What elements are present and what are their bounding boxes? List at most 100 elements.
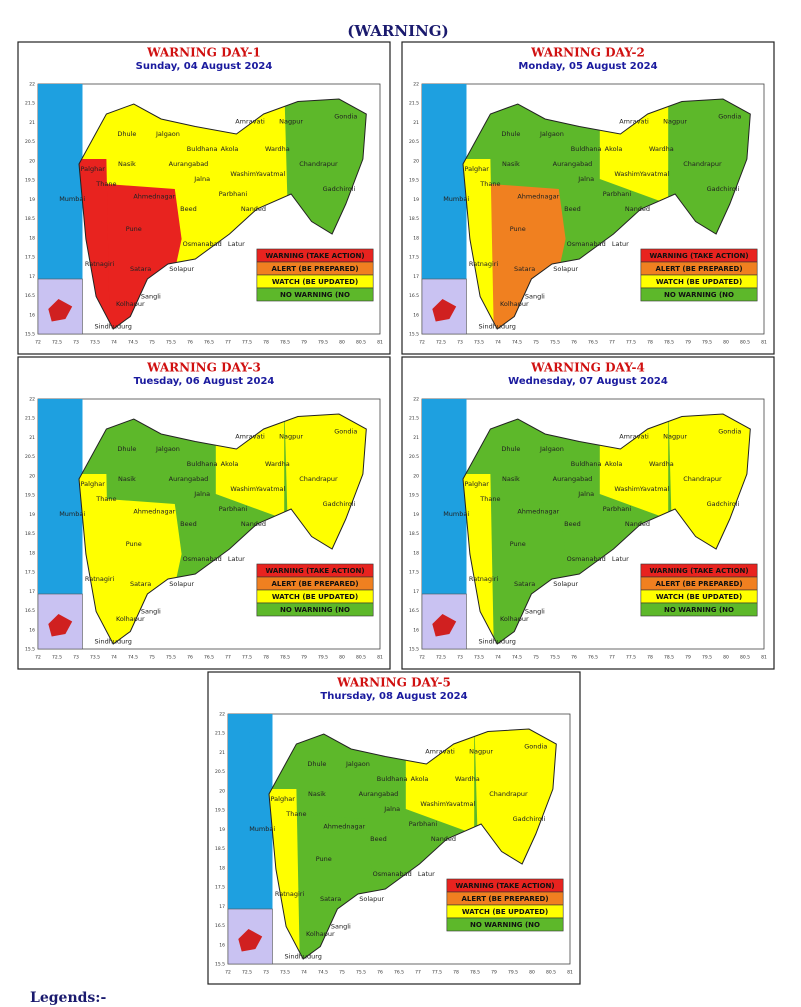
map-y-tick: 19 bbox=[413, 197, 419, 203]
map-x-tick: 74.5 bbox=[512, 655, 522, 661]
map-x-tick: 72.5 bbox=[436, 340, 446, 346]
legend-label: ALERT (BE PREPARED) bbox=[655, 265, 742, 273]
map-x-tick: 75.5 bbox=[550, 655, 560, 661]
inset-state bbox=[48, 299, 73, 322]
district-label: Solapur bbox=[359, 895, 384, 903]
district-label: Jalna bbox=[577, 175, 594, 183]
map-x-tick: 75.5 bbox=[166, 340, 176, 346]
district-label: Kolhapur bbox=[116, 615, 145, 623]
district-label: Pune bbox=[126, 540, 142, 548]
district-label: Chandrapur bbox=[683, 160, 722, 168]
map-y-tick: 20 bbox=[29, 158, 35, 164]
map-x-tick: 73 bbox=[457, 340, 463, 346]
district-label: Yavatmal bbox=[639, 170, 670, 178]
district-label: Nanded bbox=[241, 205, 266, 213]
legend-label: NO WARNING (NO bbox=[470, 921, 540, 929]
district-label: Ahmednagar bbox=[133, 508, 175, 516]
district-label: Jalna bbox=[193, 175, 210, 183]
map-y-tick: 17 bbox=[29, 274, 35, 280]
district-label: Pune bbox=[316, 855, 332, 863]
panel-title: WARNING DAY-4 bbox=[530, 361, 645, 375]
district-label: Yavatmal bbox=[639, 485, 670, 493]
district-label: Akola bbox=[605, 460, 623, 468]
district-label: Nagpur bbox=[663, 118, 687, 126]
map-y-tick: 20.5 bbox=[25, 454, 35, 460]
map-y-tick: 19.5 bbox=[215, 808, 225, 814]
map-x-tick: 74 bbox=[301, 970, 307, 976]
district-label: Ratnagiri bbox=[85, 575, 115, 583]
map-y-tick: 21 bbox=[29, 120, 35, 126]
map-x-tick: 80.5 bbox=[740, 340, 750, 346]
district-label: Buldhana bbox=[187, 145, 218, 153]
map-x-tick: 78 bbox=[647, 340, 653, 346]
district-label: Sangli bbox=[525, 293, 545, 301]
district-label: Pune bbox=[510, 540, 526, 548]
map-x-tick: 77 bbox=[609, 340, 615, 346]
district-label: Chandrapur bbox=[683, 475, 722, 483]
map-x-tick: 73.5 bbox=[90, 655, 100, 661]
district-label: Beed bbox=[370, 835, 387, 843]
district-label: Gondia bbox=[334, 113, 357, 121]
district-label: Sindhudurg bbox=[95, 638, 132, 646]
district-label: Latur bbox=[612, 240, 629, 248]
map-x-tick: 76 bbox=[571, 655, 577, 661]
map-y-tick: 16.5 bbox=[25, 608, 35, 614]
map-x-tick: 72.5 bbox=[52, 340, 62, 346]
map-y-tick: 19.5 bbox=[409, 178, 419, 184]
map-x-tick: 72 bbox=[419, 340, 425, 346]
district-label: Thane bbox=[479, 495, 500, 503]
district-label: Buldhana bbox=[377, 775, 408, 783]
district-label: Ahmednagar bbox=[517, 193, 559, 201]
district-label: Jalgaon bbox=[155, 130, 180, 138]
district-label: Wardha bbox=[265, 145, 290, 153]
district-label: Pune bbox=[126, 225, 142, 233]
district-label: Akola bbox=[221, 145, 239, 153]
map-y-tick: 15.5 bbox=[25, 332, 35, 338]
map-x-tick: 75.5 bbox=[166, 655, 176, 661]
district-label: Wardha bbox=[649, 460, 674, 468]
state-outline bbox=[462, 98, 751, 330]
district-label: Dhule bbox=[307, 760, 326, 768]
district-label: Satara bbox=[320, 895, 341, 903]
map-x-tick: 72.5 bbox=[242, 970, 252, 976]
district-label: Nasik bbox=[502, 475, 520, 483]
panel-title: WARNING DAY-2 bbox=[530, 46, 645, 60]
district-label: Sindhudurg bbox=[285, 953, 322, 961]
map-x-tick: 75 bbox=[339, 970, 345, 976]
map-y-tick: 16.5 bbox=[409, 293, 419, 299]
district-label: Beed bbox=[180, 520, 197, 528]
legend-swatch bbox=[256, 287, 374, 302]
district-label: Pune bbox=[510, 225, 526, 233]
district-label: Satara bbox=[514, 265, 535, 273]
map-x-tick: 74 bbox=[111, 340, 117, 346]
district-label: Sangli bbox=[141, 293, 161, 301]
district-label: Gadchiroli bbox=[323, 500, 356, 508]
district-label: Akola bbox=[221, 460, 239, 468]
legend-swatch bbox=[256, 602, 374, 617]
map-x-tick: 76 bbox=[571, 340, 577, 346]
map-x-tick: 80 bbox=[723, 340, 729, 346]
district-label: Chandrapur bbox=[299, 475, 338, 483]
inset-state bbox=[432, 299, 457, 322]
district-label: Buldhana bbox=[187, 460, 218, 468]
district-label: Amravati bbox=[425, 748, 455, 756]
sea-coast bbox=[58, 84, 83, 334]
district-label: Ahmednagar bbox=[323, 823, 365, 831]
map-x-tick: 76 bbox=[187, 340, 193, 346]
map-y-tick: 18.5 bbox=[25, 216, 35, 222]
district-label: Thane bbox=[95, 180, 116, 188]
map-y-tick: 19 bbox=[413, 512, 419, 518]
map-y-tick: 16 bbox=[219, 942, 225, 948]
district-label: Thane bbox=[285, 810, 306, 818]
map-x-tick: 78.5 bbox=[664, 655, 674, 661]
district-label: Osmanabad bbox=[183, 240, 222, 248]
map-x-tick: 73 bbox=[263, 970, 269, 976]
legend-label: ALERT (BE PREPARED) bbox=[461, 895, 548, 903]
district-label: Sangli bbox=[525, 608, 545, 616]
map-x-tick: 77.5 bbox=[626, 655, 636, 661]
map-x-tick: 73 bbox=[73, 340, 79, 346]
map-x-tick: 75 bbox=[533, 340, 539, 346]
district-label: Latur bbox=[228, 555, 245, 563]
map-x-tick: 75 bbox=[149, 340, 155, 346]
